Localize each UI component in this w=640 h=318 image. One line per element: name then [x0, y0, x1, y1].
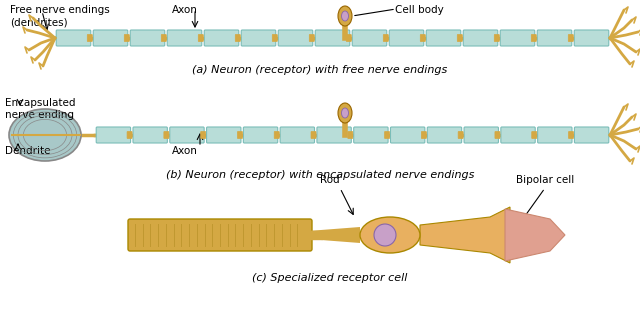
- FancyBboxPatch shape: [56, 30, 91, 46]
- FancyBboxPatch shape: [426, 30, 461, 46]
- Text: (c) Specialized receptor cell: (c) Specialized receptor cell: [252, 273, 408, 283]
- FancyBboxPatch shape: [463, 30, 498, 46]
- FancyBboxPatch shape: [457, 34, 462, 42]
- FancyBboxPatch shape: [568, 34, 573, 42]
- Text: Free nerve endings
(dendrites): Free nerve endings (dendrites): [10, 5, 109, 27]
- FancyBboxPatch shape: [500, 30, 535, 46]
- Ellipse shape: [374, 224, 396, 246]
- FancyBboxPatch shape: [198, 34, 204, 42]
- FancyBboxPatch shape: [127, 132, 132, 139]
- FancyBboxPatch shape: [348, 132, 353, 139]
- FancyBboxPatch shape: [309, 34, 314, 42]
- Text: Encapsulated
nerve ending: Encapsulated nerve ending: [5, 98, 76, 121]
- FancyBboxPatch shape: [346, 34, 351, 42]
- FancyBboxPatch shape: [390, 127, 425, 143]
- FancyBboxPatch shape: [538, 127, 572, 143]
- FancyBboxPatch shape: [207, 127, 241, 143]
- FancyBboxPatch shape: [201, 132, 205, 139]
- FancyBboxPatch shape: [428, 127, 461, 143]
- FancyBboxPatch shape: [124, 34, 129, 42]
- FancyBboxPatch shape: [133, 127, 168, 143]
- Ellipse shape: [338, 6, 352, 26]
- FancyBboxPatch shape: [164, 132, 169, 139]
- Ellipse shape: [342, 11, 349, 21]
- Polygon shape: [505, 209, 565, 261]
- FancyBboxPatch shape: [421, 132, 426, 139]
- Text: Cell body: Cell body: [395, 5, 444, 15]
- FancyBboxPatch shape: [537, 30, 572, 46]
- FancyBboxPatch shape: [170, 127, 204, 143]
- FancyBboxPatch shape: [494, 34, 499, 42]
- FancyBboxPatch shape: [278, 30, 313, 46]
- FancyBboxPatch shape: [574, 30, 609, 46]
- FancyBboxPatch shape: [464, 127, 499, 143]
- FancyBboxPatch shape: [316, 30, 350, 46]
- FancyBboxPatch shape: [93, 30, 128, 46]
- FancyBboxPatch shape: [243, 127, 278, 143]
- Ellipse shape: [360, 217, 420, 253]
- Text: (a) Neuron (receptor) with free nerve endings: (a) Neuron (receptor) with free nerve en…: [193, 65, 447, 75]
- Polygon shape: [308, 227, 360, 243]
- FancyBboxPatch shape: [495, 132, 500, 139]
- FancyBboxPatch shape: [575, 127, 609, 143]
- Ellipse shape: [338, 103, 352, 123]
- FancyBboxPatch shape: [458, 132, 463, 139]
- FancyBboxPatch shape: [161, 34, 166, 42]
- FancyBboxPatch shape: [354, 127, 388, 143]
- FancyBboxPatch shape: [204, 30, 239, 46]
- FancyBboxPatch shape: [420, 34, 425, 42]
- FancyBboxPatch shape: [130, 30, 164, 46]
- Ellipse shape: [9, 109, 81, 161]
- FancyBboxPatch shape: [280, 127, 314, 143]
- FancyBboxPatch shape: [352, 30, 387, 46]
- FancyBboxPatch shape: [532, 132, 537, 139]
- FancyBboxPatch shape: [311, 132, 316, 139]
- FancyBboxPatch shape: [383, 34, 388, 42]
- FancyBboxPatch shape: [531, 34, 536, 42]
- FancyBboxPatch shape: [96, 127, 131, 143]
- Polygon shape: [420, 207, 510, 263]
- FancyBboxPatch shape: [236, 34, 240, 42]
- Text: Bipolar cell: Bipolar cell: [516, 175, 574, 185]
- FancyBboxPatch shape: [241, 30, 276, 46]
- FancyBboxPatch shape: [272, 34, 277, 42]
- FancyBboxPatch shape: [274, 132, 279, 139]
- FancyBboxPatch shape: [568, 132, 573, 139]
- Text: Rod: Rod: [320, 175, 340, 185]
- FancyBboxPatch shape: [87, 34, 92, 42]
- FancyBboxPatch shape: [237, 132, 243, 139]
- FancyBboxPatch shape: [128, 219, 312, 251]
- Text: (b) Neuron (receptor) with encapsulated nerve endings: (b) Neuron (receptor) with encapsulated …: [166, 170, 474, 180]
- Ellipse shape: [342, 108, 349, 118]
- Text: Dendrite: Dendrite: [5, 146, 51, 156]
- FancyBboxPatch shape: [385, 132, 390, 139]
- FancyBboxPatch shape: [389, 30, 424, 46]
- Text: Axon: Axon: [172, 5, 198, 15]
- FancyBboxPatch shape: [501, 127, 535, 143]
- Text: Axon: Axon: [172, 146, 198, 156]
- FancyBboxPatch shape: [317, 127, 351, 143]
- FancyBboxPatch shape: [167, 30, 202, 46]
